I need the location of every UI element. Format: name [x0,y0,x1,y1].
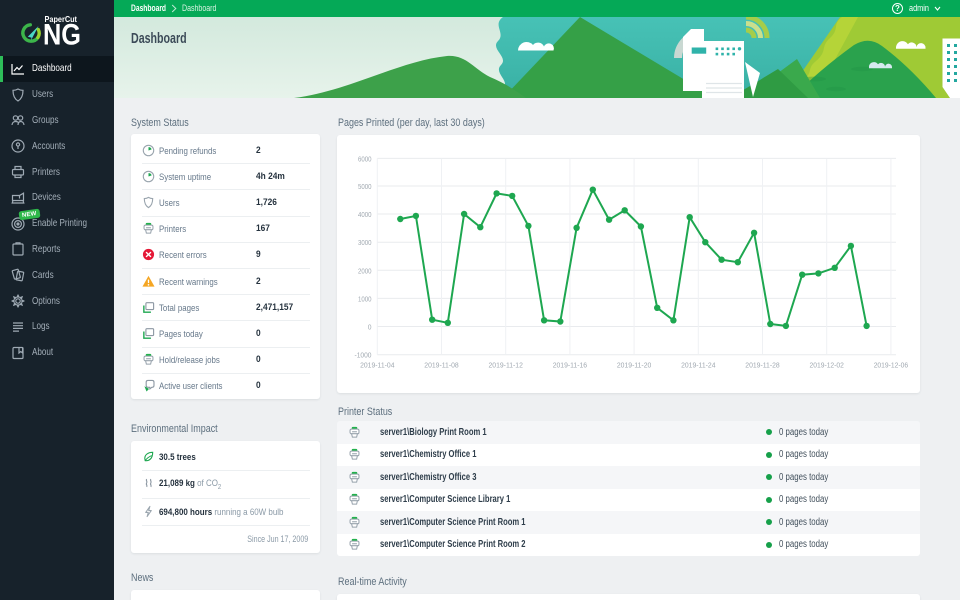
svg-text:2019-12-06: 2019-12-06 [873,360,907,369]
svg-text:2019-11-24: 2019-11-24 [681,360,715,369]
svg-text:2019-12-02: 2019-12-02 [809,360,843,369]
svg-text:2019-11-08: 2019-11-08 [424,360,458,369]
svg-text:PaperCut: PaperCut [45,14,78,24]
svg-text:3000: 3000 [358,238,372,247]
svg-text:2019-11-04: 2019-11-04 [360,360,394,369]
svg-text:2000: 2000 [358,266,372,275]
svg-text:NG: NG [43,19,81,52]
svg-text:2019-11-12: 2019-11-12 [488,360,522,369]
svg-text:2019-11-16: 2019-11-16 [552,360,586,369]
svg-text:2019-11-28: 2019-11-28 [745,360,779,369]
svg-text:5000: 5000 [358,182,372,191]
svg-text:1000: 1000 [358,294,372,303]
svg-text:4000: 4000 [358,210,372,219]
svg-text:2019-11-20: 2019-11-20 [616,360,650,369]
svg-text:0: 0 [367,322,371,331]
svg-text:-1000: -1000 [354,350,371,359]
svg-text:6000: 6000 [358,154,372,163]
